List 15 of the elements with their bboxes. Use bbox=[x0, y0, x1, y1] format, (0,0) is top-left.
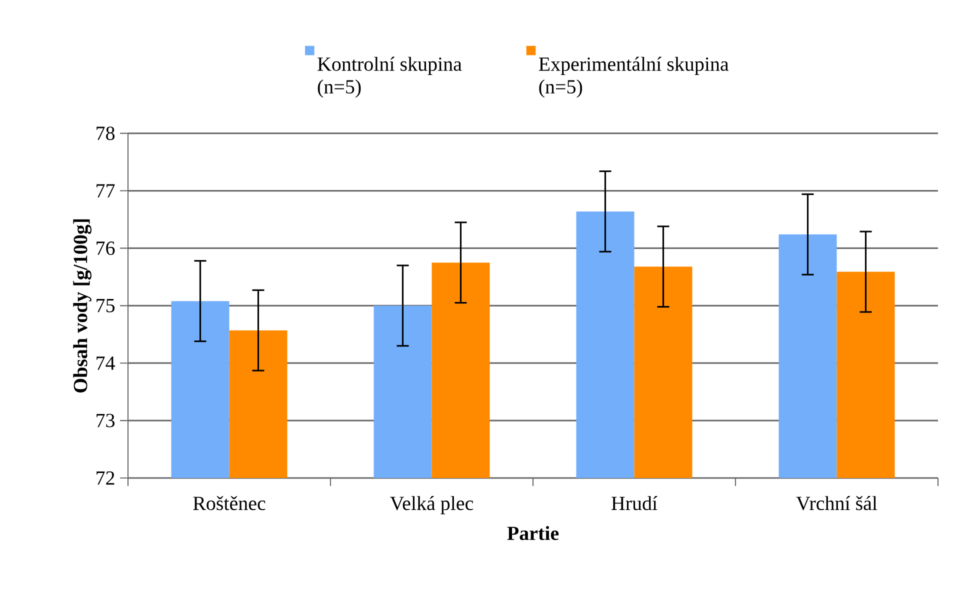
legend-label: Experimentální skupina (n=5) bbox=[538, 56, 729, 98]
y-tick-label: 78 bbox=[96, 126, 115, 140]
y-tick-label: 76 bbox=[96, 242, 115, 255]
y-tick-label: 77 bbox=[96, 184, 115, 198]
y-tick-label: 73 bbox=[96, 414, 115, 428]
y-tick-label: 74 bbox=[96, 356, 115, 370]
legend-label: Kontrolní skupina (n=5) bbox=[318, 56, 462, 98]
x-tick-label: Roštěnec bbox=[193, 496, 266, 510]
y-axis-title: Obsah vody [g/100g] bbox=[73, 219, 92, 392]
y-tick-label: 75 bbox=[96, 299, 115, 312]
x-tick-label: Velká plec bbox=[390, 496, 474, 514]
x-tick-label: Hrudí bbox=[612, 496, 658, 510]
y-tick-label: 72 bbox=[96, 471, 114, 485]
x-axis-title: Partie bbox=[507, 526, 559, 540]
x-tick-label: Vrchní šál bbox=[796, 496, 878, 510]
